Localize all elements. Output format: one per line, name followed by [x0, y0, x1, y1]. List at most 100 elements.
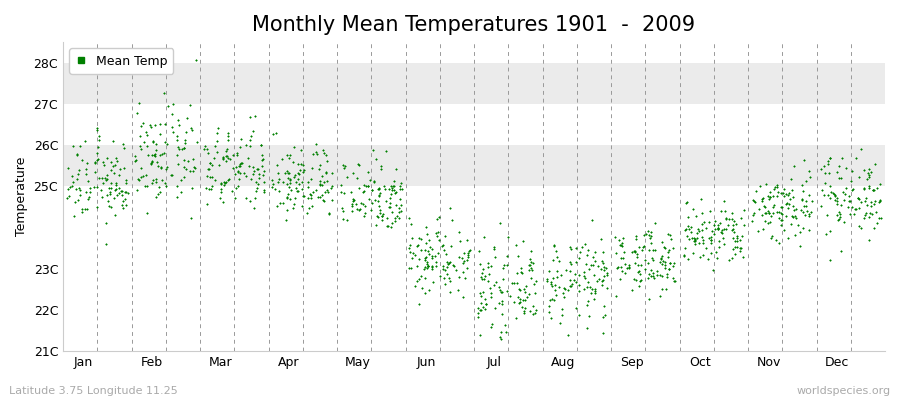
Point [622, 264, 636, 271]
Point [418, 224, 433, 230]
Point [513, 299, 527, 306]
Point [90, 125, 104, 132]
Point [524, 264, 538, 271]
Point [320, 178, 335, 184]
Point [286, 201, 301, 208]
Point [857, 185, 871, 192]
Point [542, 302, 556, 309]
Point [804, 208, 818, 215]
Point [863, 210, 878, 216]
Point [282, 155, 296, 162]
Point [653, 259, 668, 266]
Point [500, 288, 514, 294]
Point [472, 261, 487, 267]
Point [208, 142, 222, 149]
Point [337, 190, 351, 196]
Point [769, 237, 783, 244]
Point [599, 269, 614, 276]
Point [460, 265, 474, 272]
Point [153, 152, 167, 158]
Point [310, 151, 324, 158]
Point [220, 137, 235, 144]
Point [658, 262, 672, 268]
Point [148, 178, 163, 185]
Point [295, 186, 310, 192]
Point [411, 256, 426, 263]
Point [716, 230, 730, 236]
Point [292, 181, 306, 187]
Point [632, 244, 646, 250]
Point [59, 195, 74, 202]
Point [132, 133, 147, 139]
Point [662, 266, 676, 272]
Point [523, 308, 537, 314]
Point [636, 244, 651, 250]
Point [796, 157, 811, 163]
Point [69, 176, 84, 182]
Point [238, 142, 253, 149]
Point [552, 284, 566, 290]
Point [412, 235, 427, 241]
Point [631, 262, 645, 268]
Point [425, 264, 439, 270]
Point [857, 214, 871, 221]
Point [595, 260, 609, 266]
Point [562, 277, 577, 284]
Point [250, 166, 265, 172]
Point [313, 162, 328, 169]
Point [655, 260, 670, 267]
Point [734, 214, 748, 221]
Point [821, 161, 835, 167]
Point [517, 310, 531, 316]
Point [66, 143, 80, 149]
Point [844, 204, 859, 210]
Point [777, 193, 791, 199]
Point [654, 255, 669, 261]
Point [642, 295, 656, 302]
Point [108, 187, 122, 193]
Point [419, 265, 434, 271]
Point [839, 184, 853, 191]
Point [627, 276, 642, 283]
Point [406, 250, 420, 256]
Point [303, 192, 318, 198]
Point [547, 287, 562, 293]
Point [660, 274, 674, 280]
Point [522, 266, 536, 273]
Point [375, 217, 390, 223]
Point [622, 262, 636, 268]
Point [246, 170, 260, 177]
Point [800, 208, 814, 215]
Point [478, 305, 492, 312]
Point [658, 265, 672, 271]
Title: Monthly Mean Temperatures 1901  -  2009: Monthly Mean Temperatures 1901 - 2009 [253, 15, 696, 35]
Point [463, 247, 477, 253]
Text: Latitude 3.75 Longitude 11.25: Latitude 3.75 Longitude 11.25 [9, 386, 178, 396]
Point [352, 207, 366, 214]
Point [707, 226, 722, 233]
Point [785, 213, 799, 219]
Point [688, 238, 702, 244]
Point [346, 170, 360, 176]
Point [517, 285, 531, 292]
Point [384, 209, 399, 215]
Point [646, 256, 661, 263]
Point [92, 132, 106, 139]
Point [73, 143, 87, 149]
Point [786, 203, 800, 210]
Point [862, 237, 877, 244]
Point [233, 143, 248, 150]
Point [611, 264, 625, 270]
Point [562, 282, 577, 289]
Point [175, 177, 189, 184]
Point [727, 244, 742, 250]
Point [717, 226, 732, 232]
Point [597, 273, 611, 280]
Point [472, 248, 487, 254]
Point [747, 198, 761, 205]
Point [526, 281, 541, 287]
Point [762, 209, 777, 216]
Point [631, 268, 645, 275]
Point [144, 160, 158, 167]
Point [854, 199, 868, 206]
